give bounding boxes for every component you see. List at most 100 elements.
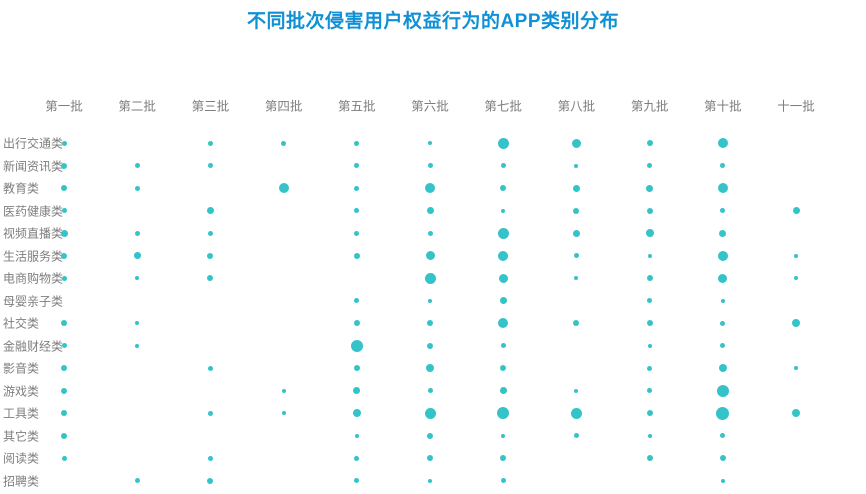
bubble [497,227,509,239]
y-axis-label: 其它类 [3,429,40,443]
bubble [134,163,140,168]
chart-title: 不同批次侵害用户权益行为的APP类别分布 [246,11,620,32]
bubble [281,388,286,393]
bubble [646,140,653,146]
bubble [354,433,359,438]
bubble [501,433,506,438]
bubble [207,230,213,236]
bubble [719,229,727,237]
bubble [646,410,653,416]
bubble [424,272,436,284]
bubble [646,455,653,461]
bubble [354,298,360,303]
bubble [61,252,67,259]
bubble [354,230,360,236]
bubble [500,343,506,348]
bubble [425,251,435,260]
y-axis-label: 金融财经类 [3,339,64,353]
bubble [647,388,653,393]
bubble [354,185,360,191]
bubble [278,183,289,193]
x-axis-label: 第二批 [118,99,156,114]
bubble [718,364,727,372]
bubble [573,253,579,258]
x-axis-label: 第七批 [484,99,522,114]
bubble [134,230,140,236]
bubble [498,273,508,283]
bubble [720,433,726,438]
y-axis-label: 工具类 [3,406,40,421]
bubble [427,342,433,349]
bubble [647,343,652,348]
bubble [426,207,434,214]
bubble [645,229,654,237]
bubble [646,207,653,214]
bubble [720,163,726,168]
y-axis-label: 教育类 [3,181,40,196]
bubble [61,275,67,281]
bubble [427,320,433,326]
bubble [427,230,433,236]
bubble [720,478,725,483]
bubble [61,365,67,371]
y-axis-label: 出行交通类 [3,136,64,151]
bubble [497,137,509,149]
bubble [281,140,287,146]
bubble [720,320,726,326]
bubble [353,252,360,259]
bubble [646,320,653,326]
x-axis-label: 第五批 [338,99,376,114]
bubble [572,229,580,237]
x-axis-label: 第三批 [191,99,230,114]
bubble [352,409,361,417]
y-axis-label: 影音类 [3,361,40,376]
bubble [501,208,506,213]
bubble [354,140,360,146]
bubble [573,207,580,214]
bubble [424,407,436,419]
y-axis-label: 游戏类 [3,384,40,398]
y-axis-label: 视频直播类 [3,226,64,241]
bubble [500,455,507,461]
bubble [206,207,214,214]
y-axis-label: 生活服务类 [3,249,64,263]
bubble [353,320,360,326]
x-axis-label: 第八批 [557,99,596,114]
bubble [792,207,800,214]
bubble [207,410,213,416]
bubble [427,432,433,439]
bubble [425,183,435,193]
bubble [426,364,434,372]
bubble [717,138,728,148]
bubble [720,208,726,213]
bubble [499,297,507,304]
y-axis-label: 新闻资讯类 [3,159,64,173]
y-axis-label: 母婴亲子类 [3,294,64,308]
x-axis-label: 十一批 [777,99,815,114]
bubble [61,387,67,394]
bubble [720,343,726,348]
bubble [427,163,433,168]
y-axis-label: 电商购物类 [3,271,64,286]
bubble [354,208,360,213]
bubble [135,321,140,325]
bubble [647,433,652,438]
bubble [716,406,730,420]
bubble [570,407,582,419]
bubble [207,275,214,281]
bubble [354,455,360,461]
x-axis-label: 第十批 [704,99,742,114]
bubble [716,384,729,397]
bubble [792,409,800,417]
bubble [350,339,363,352]
bubble [500,365,507,371]
bubble [60,229,68,237]
y-axis-label: 社交类 [3,316,40,331]
bubble [719,455,726,461]
bubble [133,252,141,259]
bubble [792,319,800,327]
bubble [353,365,360,371]
x-axis-label: 第六批 [411,99,449,114]
bubble [500,478,506,483]
